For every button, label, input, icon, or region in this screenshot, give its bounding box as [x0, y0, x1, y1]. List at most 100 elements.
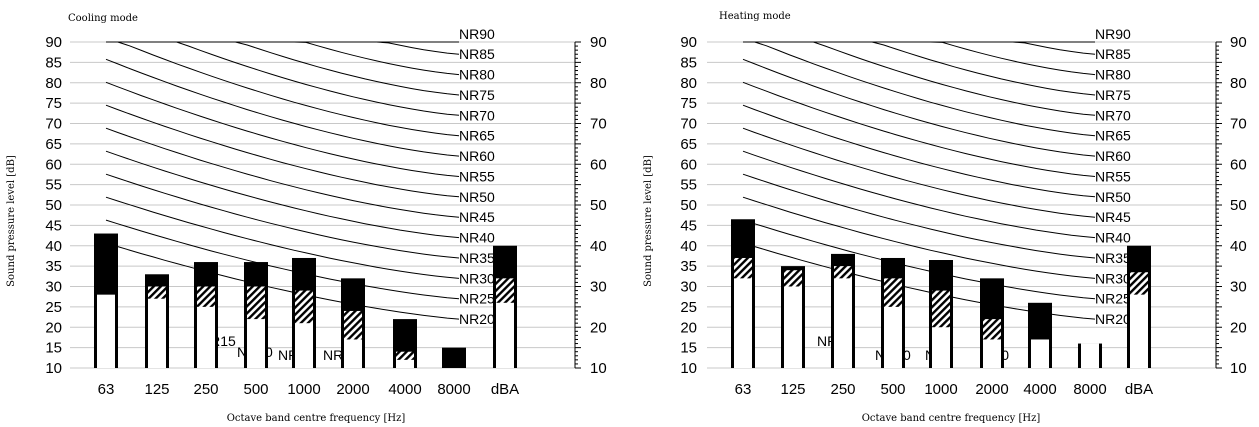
nr-curve: [742, 150, 1096, 239]
y-tick-label-right: 60: [1230, 156, 1247, 173]
y-tick-label: 20: [680, 319, 697, 336]
nr-curve: [743, 41, 1096, 96]
y-tick-label: 65: [45, 136, 62, 153]
nr-curve: [742, 219, 1096, 300]
nr-curve: [105, 219, 460, 300]
bar-base: [1130, 294, 1148, 368]
heating-chart: Heating mode Sound pressure level [dB] O…: [643, 11, 1247, 424]
y-tick-label-right: 40: [1230, 238, 1247, 255]
nr-curve-label: NR70: [1095, 107, 1131, 123]
y-tick-label-right: 10: [590, 360, 607, 377]
y-tick-label: 50: [680, 197, 697, 214]
bar-base: [734, 278, 752, 368]
cooling-chart: Cooling mode Sound pressure level [dB] O…: [6, 13, 607, 424]
nr-curve: [106, 41, 460, 116]
x-tick-label: 8000: [437, 381, 470, 398]
y-tick-label: 90: [45, 34, 62, 51]
nr-curve-label: NR30: [459, 270, 495, 286]
y-tick-label-right: 80: [590, 75, 607, 92]
nr-curve-label: NR65: [1095, 128, 1131, 144]
x-tick-label: 125: [780, 381, 805, 398]
nr-curve-label: NR80: [1095, 67, 1131, 83]
y-tick-label: 40: [680, 238, 697, 255]
chart-title: Heating mode: [719, 11, 791, 22]
y-tick-label-right: 20: [1230, 319, 1247, 336]
nr-curve: [105, 196, 460, 279]
bar-base: [396, 359, 414, 368]
y-tick-label-right: 50: [590, 197, 607, 214]
nr-curve-label: NR70: [459, 107, 495, 123]
x-tick-label: 63: [98, 381, 115, 398]
y-tick-label: 35: [45, 258, 62, 275]
x-tick-label: 2000: [975, 381, 1008, 398]
nr-curve: [105, 58, 460, 157]
y-tick-label-right: 90: [590, 34, 607, 51]
y-tick-label: 80: [45, 75, 62, 92]
x-tick-label: 1000: [924, 381, 957, 398]
nr-curve-label: NR90: [1095, 26, 1131, 42]
y-tick-label-right: 50: [1230, 197, 1247, 214]
y-tick-label: 25: [680, 299, 697, 316]
y-tick-label-right: 10: [1230, 360, 1247, 377]
nr-curve-label: NR40: [1095, 230, 1131, 246]
nr-curve-label: NR50: [1095, 189, 1131, 205]
bar-base: [932, 327, 950, 368]
nr-curve: [742, 127, 1096, 218]
nr-curve-label: NR35: [1095, 250, 1131, 266]
nr-curve-label: NR85: [459, 46, 495, 62]
nr-curve-label: NR75: [1095, 87, 1131, 103]
nr-curve: [105, 242, 460, 320]
x-tick-label: 500: [243, 381, 268, 398]
bar-base: [197, 306, 215, 368]
x-tick-label: 250: [193, 381, 218, 398]
bar-base: [1081, 343, 1099, 368]
y-tick-label: 70: [680, 116, 697, 133]
nr-curve: [742, 58, 1096, 157]
x-tick-label: 1000: [287, 381, 320, 398]
y-axis-title: Sound pressure level [dB]: [6, 155, 17, 287]
nr-curve: [742, 104, 1096, 198]
y-tick-label-right: 70: [1230, 116, 1247, 133]
y-tick-label-right: 40: [590, 238, 607, 255]
nr-curve-label: NR25: [459, 291, 495, 307]
y-tick-label: 60: [680, 156, 697, 173]
x-tick-label: dBA: [1125, 381, 1153, 398]
x-tick-label: 63: [735, 381, 752, 398]
nr-curve-label: NR30: [1095, 270, 1131, 286]
nr-curve-label: NR85: [1095, 46, 1131, 62]
nr-curve-label: NR20: [459, 311, 495, 327]
nr-curve: [106, 41, 460, 55]
y-tick-label: 85: [45, 54, 62, 71]
x-tick-label: dBA: [491, 381, 519, 398]
x-tick-label: 8000: [1073, 381, 1106, 398]
y-tick-label: 60: [45, 156, 62, 173]
y-tick-label: 35: [680, 258, 697, 275]
y-tick-label: 80: [680, 75, 697, 92]
y-tick-label: 25: [45, 299, 62, 316]
nr-curve: [105, 173, 460, 259]
nr-curve: [106, 41, 460, 96]
nr-curve: [105, 150, 460, 239]
y-tick-label-right: 30: [590, 279, 607, 296]
nr-curve: [105, 127, 460, 218]
y-tick-label-right: 60: [590, 156, 607, 173]
bar-base: [344, 339, 362, 368]
nr-curve-label: NR55: [459, 168, 495, 184]
x-tick-label: 4000: [1023, 381, 1056, 398]
x-tick-label: 2000: [336, 381, 369, 398]
nr-curve-label: NR25: [1095, 291, 1131, 307]
y-tick-label-right: 90: [1230, 34, 1247, 51]
x-tick-label: 250: [830, 381, 855, 398]
bar-base: [247, 319, 265, 368]
bar-base: [97, 294, 115, 368]
y-tick-label: 45: [45, 217, 62, 234]
bar-base: [496, 302, 514, 368]
nr-curve-label: NR65: [459, 128, 495, 144]
nr-curve: [742, 196, 1096, 279]
nr-curve: [742, 173, 1096, 259]
y-tick-label: 75: [45, 95, 62, 112]
x-tick-label: 500: [880, 381, 905, 398]
nr-curve-label: NR50: [459, 189, 495, 205]
x-tick-label: 125: [144, 381, 169, 398]
